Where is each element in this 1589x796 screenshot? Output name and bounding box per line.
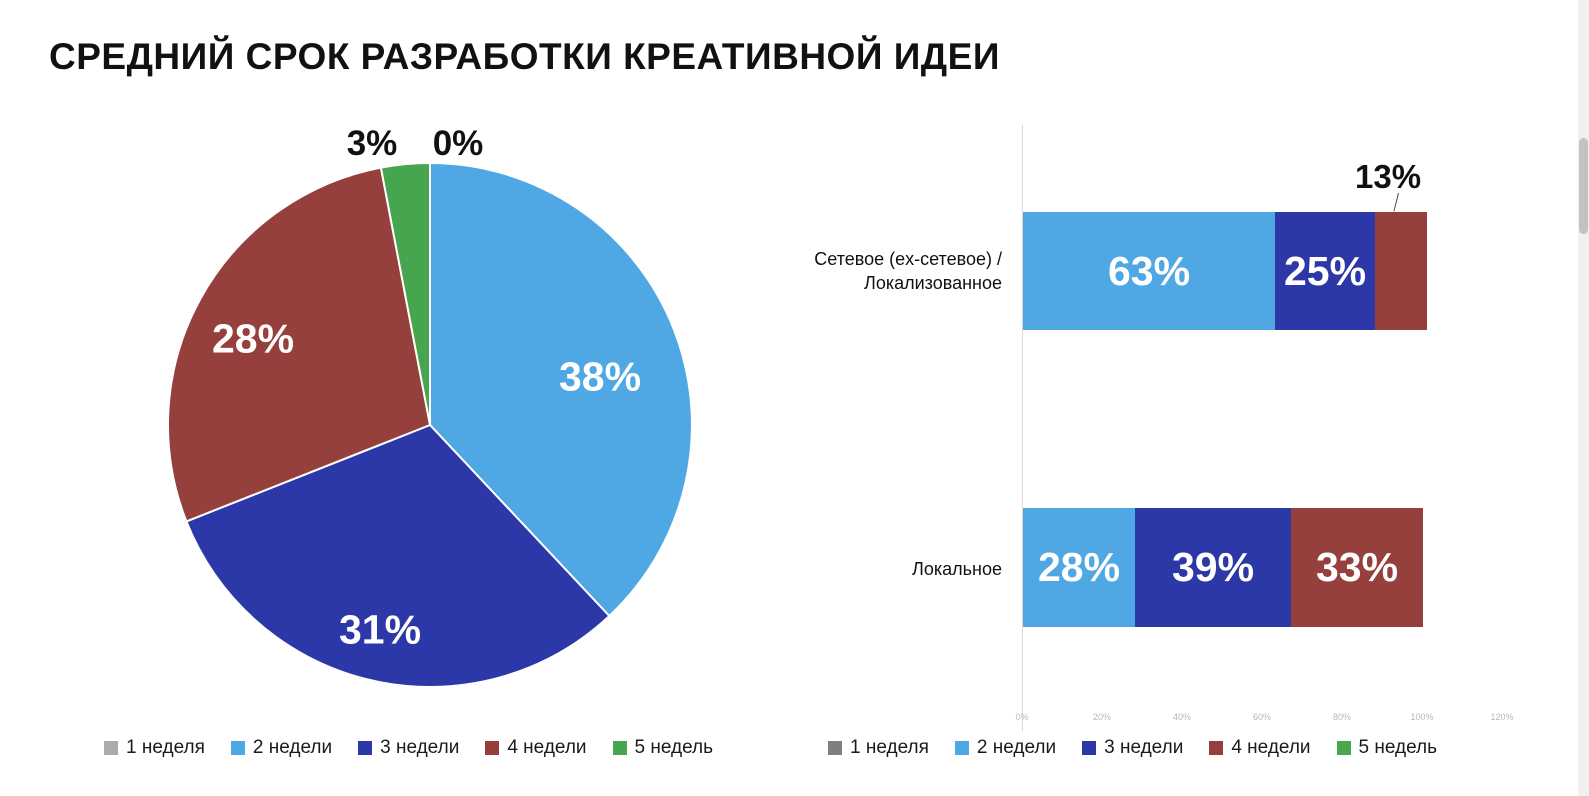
legend-swatch-5-weeks: [1336, 741, 1351, 755]
scrollbar-thumb[interactable]: [1579, 138, 1588, 234]
bar-segment-networked-4-weeks: [1375, 212, 1427, 330]
bar-segment-local-4-weeks: 33%: [1291, 508, 1423, 627]
pie-label-5-weeks: 3%: [346, 124, 398, 163]
legend-label: 1 неделя: [126, 737, 205, 758]
legend-swatch-4-weeks: [1209, 741, 1224, 755]
x-axis-tick: 80%: [1332, 712, 1352, 722]
legend-item-1-week: 1 неделя: [828, 737, 929, 759]
legend-swatch-2-weeks: [230, 741, 245, 755]
x-axis-tick: 20%: [1092, 712, 1112, 722]
legend-swatch-3-weeks: [1082, 741, 1097, 755]
legend-item-1-week: 1 неделя: [104, 737, 205, 759]
bar-segment-networked-2-weeks: 63%: [1023, 212, 1275, 330]
pie-svg: [167, 161, 693, 688]
scrollbar-track[interactable]: [1578, 0, 1589, 796]
x-axis-tick: 0%: [1015, 712, 1029, 722]
legend-label: 5 недель: [1358, 737, 1438, 758]
legend-label: 3 недели: [1104, 737, 1184, 758]
bar-row-networked: 63% 25%: [1023, 212, 1427, 330]
x-axis-tick: 100%: [1410, 712, 1434, 722]
legend-swatch-1-week: [104, 741, 118, 755]
legend-label: 1 неделя: [850, 737, 929, 758]
legend-item-5-weeks: 5 недель: [612, 737, 714, 759]
bar-segment-outside-label-4-weeks: 13%: [1355, 158, 1422, 195]
legend-item-2-weeks: 2 недели: [954, 737, 1057, 759]
pie-chart: 3% 0% 38% 31% 28%: [150, 115, 710, 705]
bar-row-local: 28% 39% 33%: [1023, 508, 1423, 627]
legend-item-5-weeks: 5 недель: [1336, 737, 1438, 759]
legend-item-4-weeks: 4 недели: [485, 737, 587, 759]
legend-swatch-1-week: [828, 741, 842, 755]
bar-category-label-line2: Локализованное: [864, 273, 1002, 294]
legend-label: 3 недели: [380, 737, 460, 758]
bar-category-label-networked: Сетевое (ex-сетевое) / Локализованное: [730, 247, 1002, 296]
legend-swatch-4-weeks: [485, 741, 500, 755]
bar-segment-label: 39%: [1171, 544, 1255, 590]
x-axis-tick: 40%: [1172, 712, 1192, 722]
legend-item-3-weeks: 3 недели: [1082, 737, 1183, 759]
bar-segment-label: 28%: [1037, 544, 1121, 590]
pie-slice-3-weeks: [185, 424, 611, 688]
legend-label: 5 недель: [634, 737, 714, 758]
x-axis-tick: 120%: [1490, 712, 1514, 722]
bar-category-label-local: Локальное: [912, 559, 1002, 579]
bar-segment-local-3-weeks: 39%: [1135, 508, 1291, 627]
pie-label-2-weeks: 38%: [558, 353, 642, 400]
pie-legend: 1 неделя 2 недели 3 недели 4 недели 5 не…: [104, 737, 713, 759]
bar-segment-label: 63%: [1107, 247, 1191, 294]
pie-label-1-week: 0%: [432, 124, 484, 163]
bar-segment-label: 25%: [1283, 247, 1367, 294]
bar-category-label-line1: Сетевое (ex-сетевое) /: [814, 249, 1002, 269]
pie-slice-4-weeks: [167, 166, 431, 523]
pie-slice-5-weeks: [379, 161, 431, 426]
legend-swatch-2-weeks: [954, 741, 969, 755]
x-axis-tick: 60%: [1252, 712, 1272, 722]
legend-item-2-weeks: 2 недели: [230, 737, 333, 759]
bar-segment-label: 33%: [1315, 544, 1399, 590]
bar-segment-networked-3-weeks: 25%: [1275, 212, 1375, 330]
page-title: СРЕДНИЙ СРОК РАЗРАБОТКИ КРЕАТИВНОЙ ИДЕИ: [49, 36, 1000, 77]
bar-legend: 1 неделя 2 недели 3 недели 4 недели 5 не…: [828, 737, 1437, 759]
legend-item-4-weeks: 4 недели: [1209, 737, 1311, 759]
bar-chart-axis-line: [1022, 125, 1023, 731]
legend-label: 2 недели: [976, 737, 1057, 758]
legend-swatch-5-weeks: [612, 741, 627, 755]
pie-slice-2-weeks: [429, 162, 693, 617]
legend-label: 2 недели: [252, 737, 333, 758]
legend-label: 4 недели: [507, 737, 587, 758]
pie-label-4-weeks: 28%: [211, 315, 295, 362]
legend-item-3-weeks: 3 недели: [358, 737, 459, 759]
legend-label: 4 недели: [1231, 737, 1311, 758]
pie-label-3-weeks: 31%: [338, 606, 422, 653]
legend-swatch-3-weeks: [358, 741, 373, 755]
bar-segment-local-2-weeks: 28%: [1023, 508, 1135, 627]
